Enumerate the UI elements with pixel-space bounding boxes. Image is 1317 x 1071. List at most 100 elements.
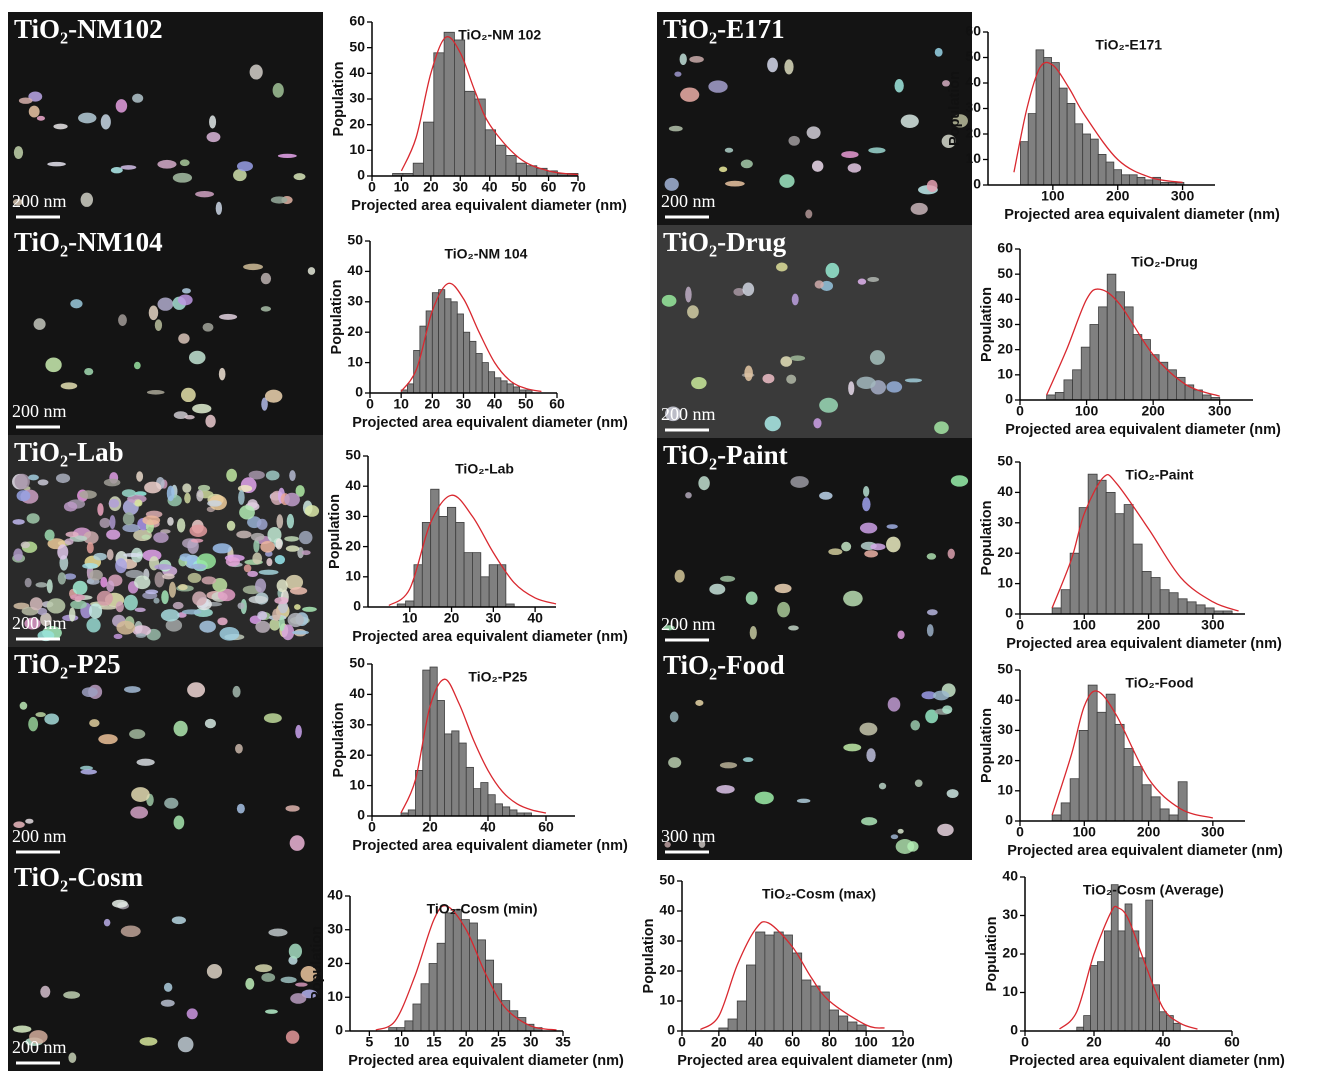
bar — [505, 155, 517, 177]
bar — [1069, 552, 1080, 615]
particle — [264, 389, 283, 403]
bar — [430, 488, 440, 608]
fit-curve — [1046, 288, 1220, 397]
chart-title: TiO₂-E171 — [1095, 37, 1162, 53]
sem-label: TiO₂-Lab — [14, 437, 124, 467]
bar — [405, 600, 415, 608]
particle — [847, 163, 862, 173]
chart-title: TiO₂-Lab — [455, 461, 514, 477]
particle — [248, 470, 265, 480]
bar — [1158, 361, 1169, 401]
bar — [1051, 607, 1062, 615]
particle — [209, 115, 217, 129]
y-tick-label: 50 — [349, 38, 365, 54]
y-tick-label: 20 — [347, 323, 363, 339]
particle — [784, 59, 794, 75]
particle — [89, 719, 100, 728]
sem-label: TiO₂-E171 — [663, 14, 785, 44]
particle — [290, 993, 307, 1004]
particle — [238, 490, 245, 505]
y-tick-label: 30 — [659, 932, 675, 948]
y-tick-label: 40 — [997, 483, 1013, 499]
particle — [942, 80, 950, 87]
bar — [1020, 141, 1029, 186]
particle — [97, 503, 104, 516]
particle — [160, 999, 175, 1007]
particle — [89, 569, 103, 581]
bar — [773, 931, 784, 1032]
particle — [122, 523, 140, 533]
particle — [878, 782, 887, 790]
particle — [146, 390, 165, 395]
bar — [1124, 903, 1133, 1032]
particle — [182, 483, 192, 493]
particle — [176, 518, 186, 533]
bar — [443, 31, 455, 177]
particle — [286, 513, 295, 529]
particle — [226, 468, 237, 482]
bar — [464, 90, 476, 177]
bar — [1063, 379, 1073, 401]
y-tick-label: 50 — [349, 655, 365, 671]
x-tick-label: 5 — [365, 1034, 373, 1050]
particle — [212, 543, 232, 554]
particle — [243, 263, 263, 271]
histogram-chart: 5 10 15 20 25 30 35 0 10 20 30 40 Projected area equ… — [309, 887, 624, 1069]
y-tick-label: 30 — [349, 90, 365, 106]
sem-label: TiO₂-Drug — [663, 227, 787, 257]
y-axis-label: Population — [327, 494, 343, 569]
bar — [484, 129, 496, 177]
fit-curve — [400, 282, 542, 393]
bar — [485, 959, 495, 1032]
particle — [154, 319, 163, 331]
particle — [791, 293, 799, 306]
particle — [284, 536, 299, 542]
fit-curve — [400, 36, 579, 176]
particle — [115, 601, 124, 613]
particle — [116, 620, 136, 635]
x-tick-label: 0 — [1016, 824, 1024, 840]
particle — [28, 474, 39, 481]
x-tick-label: 30 — [452, 179, 468, 195]
y-tick-label: 50 — [997, 661, 1013, 677]
bar — [495, 144, 507, 177]
x-axis-label: Projected area equivalent diameter (nm) — [348, 1053, 624, 1069]
x-tick-label: 40 — [480, 819, 496, 835]
particle — [100, 576, 108, 588]
bar — [480, 576, 490, 608]
bar — [1114, 513, 1125, 615]
particle — [136, 758, 155, 766]
particle — [933, 690, 950, 701]
bar — [1186, 601, 1197, 615]
particle — [120, 925, 141, 938]
bar — [764, 934, 775, 1032]
bar — [1144, 179, 1154, 186]
particle — [788, 135, 800, 146]
particle — [863, 486, 870, 497]
particle — [148, 305, 159, 321]
particle — [268, 928, 288, 937]
particle — [897, 630, 905, 640]
particle — [725, 180, 745, 187]
particle — [44, 529, 55, 541]
bar — [1096, 711, 1107, 822]
bar — [444, 912, 454, 1032]
bar — [446, 506, 457, 608]
bar — [412, 1003, 422, 1032]
particle — [777, 601, 791, 618]
x-tick-label: 20 — [444, 610, 460, 626]
particle — [780, 356, 793, 367]
bar — [1097, 153, 1107, 186]
particle — [805, 209, 813, 219]
bar — [460, 919, 470, 1032]
x-tick-label: 20 — [711, 1034, 727, 1050]
y-axis-label: Population — [979, 287, 995, 362]
bar — [515, 162, 527, 177]
particle — [265, 470, 280, 481]
particle — [260, 540, 275, 553]
scale-label: 200 nm — [12, 613, 67, 633]
bar — [433, 52, 445, 177]
particle — [13, 548, 23, 561]
y-tick-label: 50 — [659, 872, 675, 888]
particle — [82, 563, 98, 569]
